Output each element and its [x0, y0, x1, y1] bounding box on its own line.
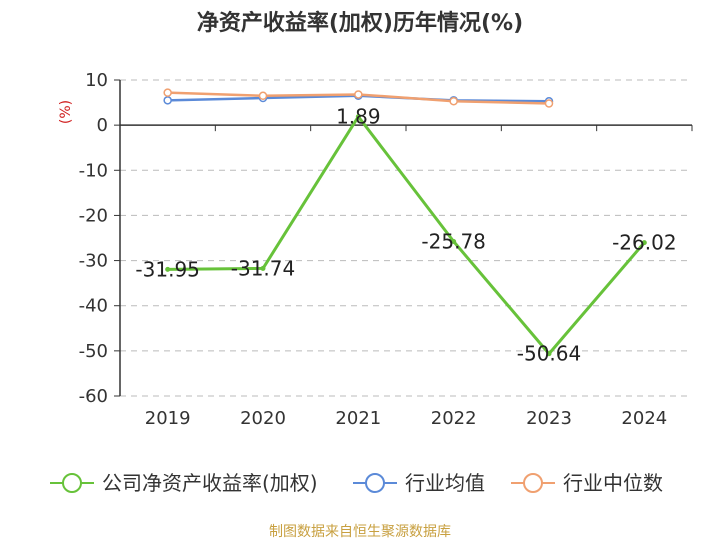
x-tick-label: 2019	[145, 408, 191, 429]
series-point	[546, 351, 552, 357]
legend[interactable]: 公司净资产收益率(加权) 行业均值 行业中位数	[50, 471, 663, 495]
data-label: -25.78	[421, 230, 485, 254]
legend-item[interactable]: 行业均值	[353, 471, 485, 495]
series-point	[449, 96, 458, 106]
series-lines	[163, 88, 647, 357]
series-point	[163, 88, 172, 97]
y-tick-label: 0	[97, 115, 108, 136]
series-point	[354, 90, 363, 99]
series-point	[165, 266, 171, 272]
legend-marker-icon	[365, 473, 385, 493]
y-tick-label: 10	[85, 70, 108, 91]
series-point	[641, 240, 647, 246]
series-point	[355, 114, 361, 120]
y-tick-label: -10	[79, 160, 108, 181]
grid-lines	[120, 79, 692, 397]
series-point	[258, 91, 268, 101]
series-point	[544, 99, 554, 108]
y-axis-unit-label: (%)	[58, 100, 74, 124]
legend-marker-icon	[62, 473, 82, 493]
legend-item[interactable]: 行业中位数	[511, 471, 663, 495]
x-tick-label: 2021	[335, 408, 381, 429]
data-label: -31.95	[135, 257, 199, 281]
y-tick-label: -40	[79, 296, 108, 317]
data-labels: -31.95 -31.74 1.89 -25.78 -50.64 -26.02	[135, 105, 676, 366]
legend-label: 行业均值	[405, 471, 485, 495]
data-label: -50.64	[517, 342, 581, 366]
series-point	[451, 239, 457, 245]
legend-marker-icon	[523, 473, 543, 493]
source-note: 制图数据来自恒生聚源数据库	[269, 524, 451, 540]
legend-item[interactable]: 公司净资产收益率(加权)	[50, 471, 318, 495]
legend-label: 公司净资产收益率(加权)	[102, 471, 318, 495]
series-point	[163, 96, 172, 105]
x-tick-label: 2023	[526, 408, 572, 429]
data-label: -31.74	[231, 256, 295, 280]
y-tick-label: -20	[79, 205, 108, 226]
y-tick-label: -50	[79, 341, 108, 362]
series-point	[260, 265, 266, 271]
y-tick-label: -30	[79, 251, 108, 272]
data-label: 1.89	[336, 105, 381, 129]
x-tick-label: 2020	[240, 408, 286, 429]
data-label: -26.02	[612, 231, 676, 255]
chart-title: 净资产收益率(加权)历年情况(%)	[197, 10, 523, 36]
legend-label: 行业中位数	[563, 471, 663, 495]
x-tick-label: 2024	[621, 408, 667, 429]
series-line-1	[167, 115, 646, 356]
axes: 10 0 -10 -20 -30 -40 -50 -60 2019 2020 2021 2022 202…	[79, 70, 693, 429]
y-tick-label: -60	[79, 386, 108, 407]
x-tick-label: 2022	[431, 408, 477, 429]
